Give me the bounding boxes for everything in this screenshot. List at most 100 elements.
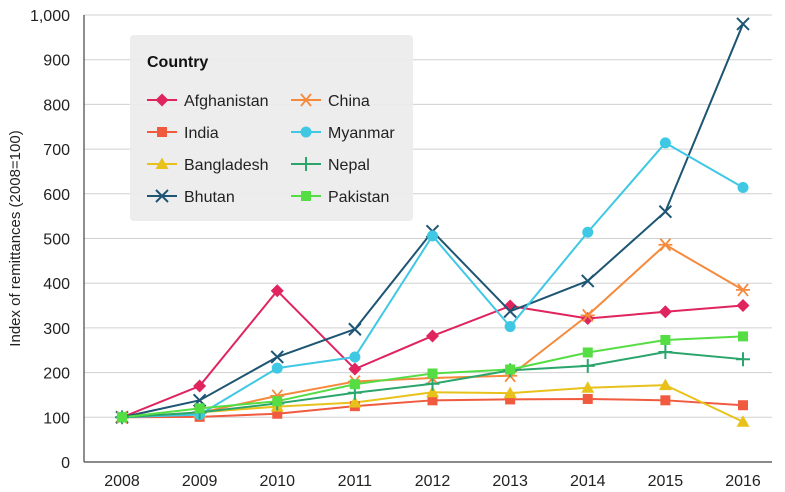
x-tick-label: 2015 bbox=[648, 473, 684, 490]
data-point-bangladesh bbox=[658, 378, 672, 391]
data-point-afghanistan bbox=[348, 362, 362, 376]
data-point-afghanistan bbox=[658, 305, 672, 319]
data-point-pakistan bbox=[272, 396, 283, 407]
data-point-india bbox=[738, 400, 748, 411]
legend-marker-china bbox=[299, 93, 313, 107]
legend-label: Myanmar bbox=[328, 125, 395, 142]
data-point-bangladesh bbox=[348, 396, 362, 408]
y-tick-label: 800 bbox=[43, 97, 70, 114]
data-point-india bbox=[505, 394, 516, 405]
data-point-bhutan bbox=[658, 204, 673, 219]
data-point-afghanistan bbox=[736, 299, 750, 313]
data-point-bhutan bbox=[581, 274, 595, 288]
legend-item-india: India bbox=[147, 125, 219, 142]
data-point-myanmar bbox=[271, 362, 283, 374]
x-tick-label: 2012 bbox=[415, 473, 451, 490]
legend-title: Country bbox=[147, 54, 208, 71]
data-point-afghanistan bbox=[581, 312, 595, 326]
y-tick-label: 500 bbox=[43, 232, 70, 249]
legend-marker-nepal bbox=[299, 157, 313, 171]
legend-marker-india bbox=[157, 127, 167, 137]
data-point-bhutan bbox=[736, 17, 750, 31]
data-point-pakistan bbox=[194, 403, 205, 414]
legend-item-bangladesh: Bangladesh bbox=[147, 157, 269, 174]
data-point-pakistan bbox=[505, 364, 516, 375]
y-tick-label: 200 bbox=[43, 366, 70, 383]
data-point-bangladesh bbox=[581, 381, 595, 393]
data-point-bhutan bbox=[348, 322, 362, 336]
data-point-nepal bbox=[425, 376, 440, 391]
legend-item-china: China bbox=[291, 93, 370, 110]
data-point-india bbox=[272, 408, 283, 419]
legend-label: Afghanistan bbox=[184, 93, 269, 110]
x-tick-label: 2011 bbox=[338, 473, 373, 490]
data-point-afghanistan bbox=[270, 284, 284, 298]
data-point-pakistan bbox=[738, 331, 748, 342]
legend: Country Afghanistan India Bangladesh Bhutan… bbox=[130, 35, 413, 221]
data-point-china bbox=[580, 308, 595, 322]
y-tick-label: 1,000 bbox=[30, 8, 70, 25]
data-point-afghanistan bbox=[193, 379, 207, 393]
data-point-bangladesh bbox=[426, 385, 439, 398]
series-markers-pakistan bbox=[117, 331, 748, 423]
y-tick-label: 700 bbox=[43, 142, 70, 159]
data-point-bhutan bbox=[270, 350, 284, 364]
legend-label: Pakistan bbox=[328, 189, 389, 206]
legend-items: Afghanistan India Bangladesh Bhutan China Mya… bbox=[147, 93, 395, 206]
y-axis-label: Index of remittances (2008=100) bbox=[7, 130, 24, 346]
x-tick-label: 2009 bbox=[182, 473, 218, 490]
data-point-myanmar bbox=[582, 226, 594, 238]
data-point-nepal bbox=[580, 358, 595, 373]
data-point-afghanistan bbox=[426, 329, 439, 343]
y-axis: 0 100 200 300 400 500 600 700 800 900 1,000 bbox=[30, 8, 85, 472]
x-tick-label: 2014 bbox=[570, 473, 606, 490]
data-point-pakistan bbox=[660, 334, 671, 345]
legend-label: Bhutan bbox=[184, 189, 235, 206]
y-tick-label: 300 bbox=[43, 321, 70, 338]
data-point-pakistan bbox=[117, 412, 127, 423]
legend-marker-afghanistan bbox=[155, 93, 169, 107]
data-point-bhutan bbox=[503, 304, 517, 319]
data-point-bangladesh bbox=[736, 415, 750, 427]
legend-label: China bbox=[328, 93, 370, 110]
legend-item-pakistan: Pakistan bbox=[291, 189, 389, 206]
data-point-nepal bbox=[658, 345, 673, 360]
data-point-myanmar bbox=[737, 182, 749, 194]
legend-label: Bangladesh bbox=[184, 157, 269, 174]
data-point-india bbox=[660, 395, 671, 406]
data-point-nepal bbox=[736, 352, 750, 367]
y-tick-label: 0 bbox=[61, 455, 70, 472]
data-point-pakistan bbox=[582, 347, 593, 358]
legend-box bbox=[130, 35, 413, 221]
data-point-china bbox=[736, 283, 750, 297]
series-markers bbox=[115, 17, 750, 427]
legend-item-nepal: Nepal bbox=[291, 157, 370, 174]
data-point-india bbox=[582, 393, 593, 404]
legend-label: India bbox=[184, 125, 219, 142]
data-point-myanmar bbox=[349, 351, 361, 363]
x-tick-label: 2010 bbox=[259, 473, 295, 490]
data-point-myanmar bbox=[659, 137, 671, 149]
data-point-india bbox=[427, 395, 438, 406]
y-tick-label: 600 bbox=[43, 187, 70, 204]
y-tick-label: 900 bbox=[43, 53, 70, 70]
legend-item-myanmar: Myanmar bbox=[291, 125, 395, 142]
data-point-china bbox=[658, 238, 673, 252]
x-tick-label: 2008 bbox=[104, 473, 140, 490]
x-tick-label: 2016 bbox=[725, 473, 761, 490]
legend-item-afghanistan: Afghanistan bbox=[147, 93, 269, 110]
data-point-myanmar bbox=[427, 230, 438, 242]
y-tick-label: 100 bbox=[43, 410, 70, 427]
data-point-pakistan bbox=[427, 368, 438, 379]
y-tick-label: 400 bbox=[43, 276, 70, 293]
data-point-myanmar bbox=[504, 321, 516, 333]
x-axis: 2008 2009 2010 2011 2012 2013 2014 2015 2016 bbox=[104, 473, 761, 490]
x-tick-label: 2013 bbox=[492, 473, 528, 490]
data-point-pakistan bbox=[349, 379, 360, 390]
legend-marker-bhutan bbox=[155, 189, 169, 203]
legend-marker-pakistan bbox=[301, 191, 311, 201]
legend-marker-bangladesh bbox=[155, 157, 169, 169]
legend-marker-myanmar bbox=[300, 126, 312, 138]
legend-item-bhutan: Bhutan bbox=[147, 189, 235, 206]
